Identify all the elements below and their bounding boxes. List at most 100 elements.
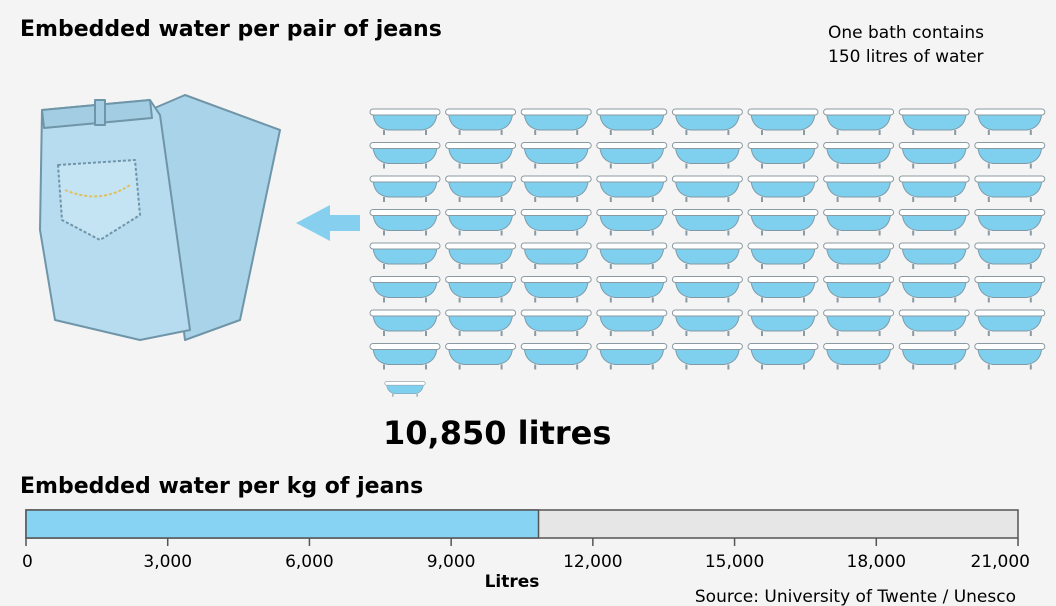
chart-title: Embedded water per pair of jeans: [20, 17, 442, 42]
bath-body: [902, 247, 966, 264]
bath-rim: [748, 277, 818, 283]
bath-body: [978, 147, 1042, 164]
bath-rim: [975, 109, 1045, 115]
bath-body: [978, 247, 1042, 264]
bath-rim: [672, 109, 742, 115]
bath-rim: [597, 344, 667, 350]
bath-rim: [521, 210, 591, 216]
bath-rim: [672, 243, 742, 249]
bath-body: [373, 147, 437, 164]
bath-body: [600, 247, 664, 264]
bath-body: [449, 348, 513, 365]
bath-rim: [899, 109, 969, 115]
bath-body: [524, 281, 588, 298]
bath-body: [373, 314, 437, 331]
bath-rim: [748, 210, 818, 216]
bath-rim: [748, 243, 818, 249]
bath-rim: [748, 310, 818, 316]
bath-rim: [370, 310, 440, 316]
bath-body: [600, 214, 664, 231]
jeans-illustration: [40, 95, 280, 340]
bath-body: [524, 247, 588, 264]
bath-body: [675, 348, 739, 365]
bath-body: [978, 113, 1042, 130]
bath-rim: [446, 277, 516, 283]
bath-rim: [824, 210, 894, 216]
bath-body: [524, 314, 588, 331]
bath-body: [600, 147, 664, 164]
bath-body: [827, 180, 891, 197]
note: 150 litres of water: [828, 47, 984, 67]
bath-body: [751, 214, 815, 231]
bath-rim: [672, 143, 742, 149]
bath-rim: [824, 176, 894, 182]
bath-body: [902, 314, 966, 331]
bath-rim: [370, 344, 440, 350]
x-tick-label: 0: [22, 552, 33, 572]
bath-rim: [824, 243, 894, 249]
bath-rim: [748, 109, 818, 115]
bath-body: [524, 113, 588, 130]
bath-rim: [672, 210, 742, 216]
bath-rim: [672, 176, 742, 182]
bath-rim: [521, 143, 591, 149]
bath-body: [751, 314, 815, 331]
x-axis-label: Litres: [485, 572, 540, 592]
bath-rim: [824, 143, 894, 149]
bath-body: [373, 247, 437, 264]
bath-body: [902, 113, 966, 130]
bar: [26, 510, 539, 538]
bath-rim: [446, 143, 516, 149]
bath-rim: [975, 277, 1045, 283]
bath-rim: [672, 344, 742, 350]
bath-body: [600, 348, 664, 365]
bath-rim: [446, 210, 516, 216]
bath-body: [675, 314, 739, 331]
bath-rim: [446, 310, 516, 316]
bath-rim: [899, 143, 969, 149]
bath-body: [827, 281, 891, 298]
bath-body: [902, 281, 966, 298]
bath-rim: [899, 277, 969, 283]
bath-body: [751, 113, 815, 130]
bath-rim: [975, 310, 1045, 316]
x-tick-label: 6,000: [285, 552, 334, 572]
bath-rim: [521, 344, 591, 350]
bath-rim: [370, 210, 440, 216]
bath-rim: [824, 310, 894, 316]
bath-rim: [521, 109, 591, 115]
bath-rim: [748, 344, 818, 350]
bath-body: [902, 180, 966, 197]
bath-body: [675, 281, 739, 298]
bath-rim: [597, 243, 667, 249]
bath-rim: [975, 344, 1045, 350]
bath-body: [524, 147, 588, 164]
bath-rim: [597, 143, 667, 149]
bath-body: [751, 247, 815, 264]
x-tick-label: 18,000: [847, 552, 906, 572]
bath-body: [827, 348, 891, 365]
bath-rim: [521, 310, 591, 316]
bath-body: [751, 147, 815, 164]
bath-body: [449, 281, 513, 298]
bath-rim: [370, 243, 440, 249]
bath-rim: [824, 344, 894, 350]
bath-body: [600, 314, 664, 331]
bath-body: [827, 247, 891, 264]
bath-rim: [672, 277, 742, 283]
bath-rim: [975, 243, 1045, 249]
x-tick-label: 21,000: [971, 552, 1030, 572]
bath-body: [373, 113, 437, 130]
bath-body: [449, 147, 513, 164]
bath-rim: [446, 243, 516, 249]
bath-body: [449, 247, 513, 264]
bath-rim: [975, 210, 1045, 216]
x-tick-label: 15,000: [705, 552, 764, 572]
bath-body: [600, 281, 664, 298]
bath-body: [387, 384, 424, 394]
bath-body: [978, 214, 1042, 231]
bath-body: [600, 180, 664, 197]
bath-body: [751, 281, 815, 298]
bath-body: [524, 348, 588, 365]
bath-rim: [899, 243, 969, 249]
